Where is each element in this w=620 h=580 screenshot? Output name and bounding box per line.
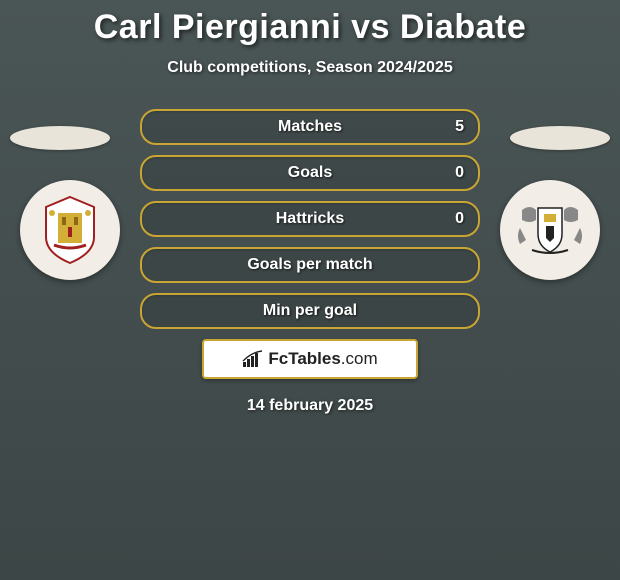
stat-row-matches: Matches 5 [140,109,480,145]
stat-row-min-per-goal: Min per goal [140,293,480,329]
club-emblem-left [20,180,120,280]
salford-crest-icon [512,200,588,260]
stat-row-hattricks: Hattricks 0 [140,201,480,237]
stat-value-right: 0 [455,164,464,182]
club-emblem-right [500,180,600,280]
stat-value-right: 0 [455,210,464,228]
stats-container: Matches 5 Goals 0 Hattricks 0 Goals per … [140,109,480,329]
stat-row-goals-per-match: Goals per match [140,247,480,283]
bars-icon [242,350,264,368]
attribution-text: FcTables.com [268,349,377,369]
stat-label: Matches [278,118,342,136]
stat-label: Hattricks [276,210,344,228]
stat-label: Min per goal [263,302,357,320]
page-title: Carl Piergianni vs Diabate [0,0,620,47]
stat-label: Goals [288,164,332,182]
player-marker-right [510,126,610,150]
player-marker-left [10,126,110,150]
attribution-badge[interactable]: FcTables.com [202,339,418,379]
date-label: 14 february 2025 [0,397,620,415]
stat-row-goals: Goals 0 [140,155,480,191]
stevenage-crest-icon [40,195,100,265]
subtitle: Club competitions, Season 2024/2025 [0,59,620,77]
stat-value-right: 5 [455,118,464,136]
stat-label: Goals per match [247,256,372,274]
